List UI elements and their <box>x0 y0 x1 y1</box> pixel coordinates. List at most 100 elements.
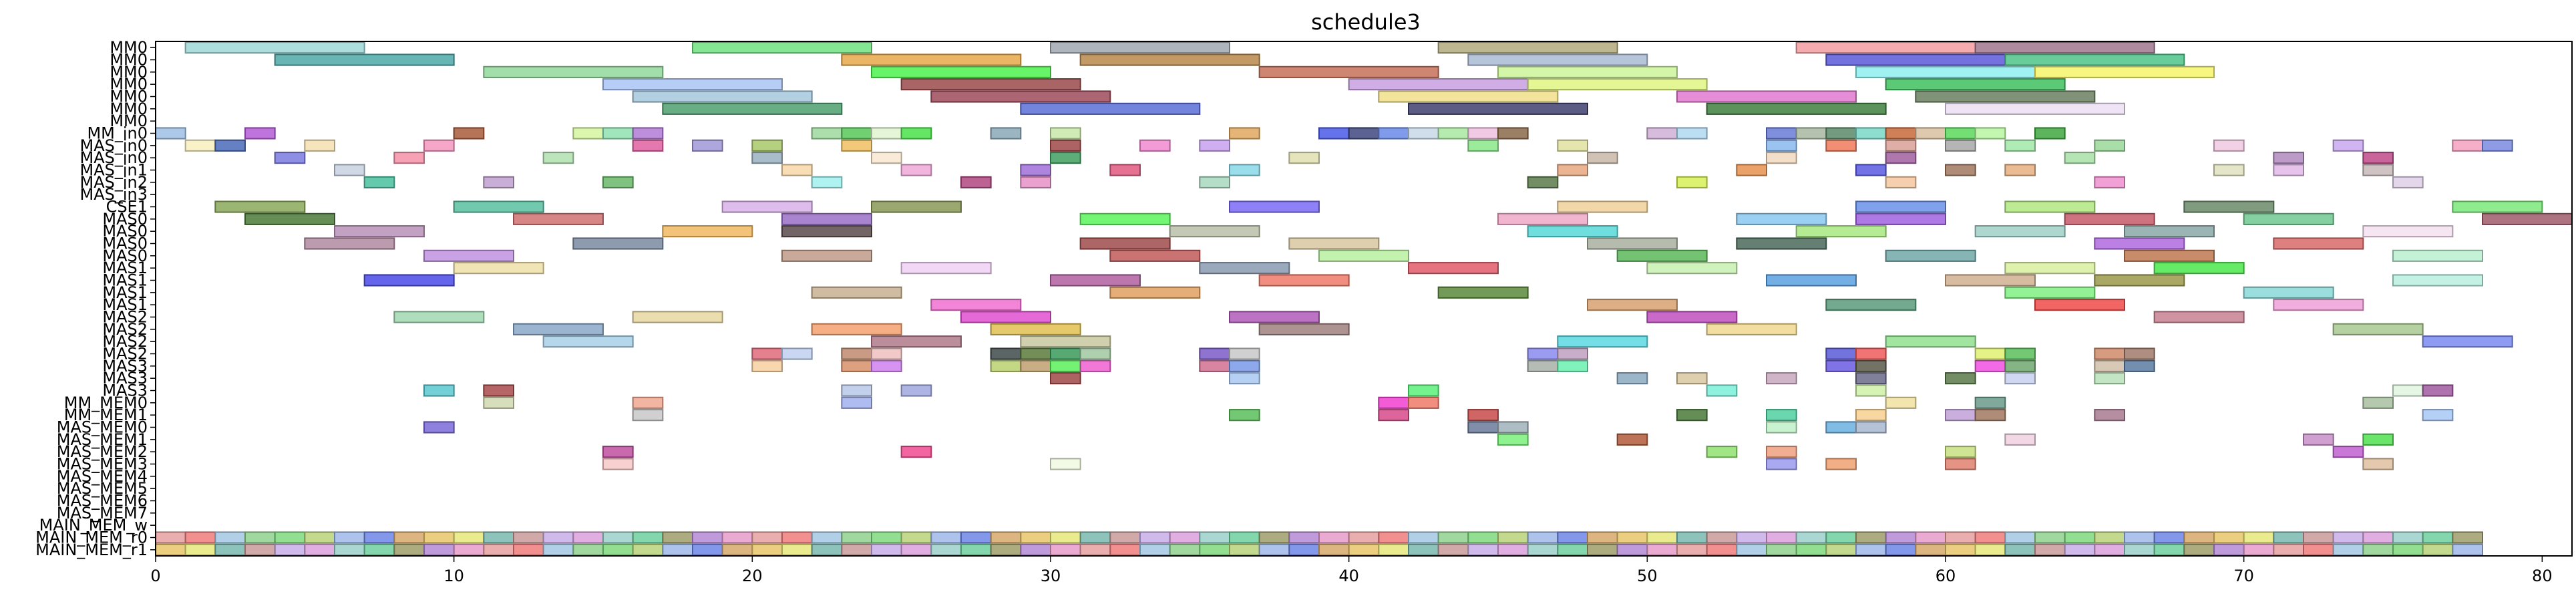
memory-transfer-bar <box>900 531 932 544</box>
task-bar <box>2094 359 2125 372</box>
task-bar <box>1497 212 1588 225</box>
task-bar <box>1885 78 2066 91</box>
task-bar <box>841 139 873 152</box>
task-bar <box>274 53 455 66</box>
memory-transfer-bar <box>662 543 693 556</box>
task-bar <box>542 335 634 348</box>
memory-transfer-bar <box>1318 531 1350 544</box>
task-bar <box>2004 53 2185 66</box>
task-bar <box>1766 421 1797 434</box>
memory-transfer-bar <box>1616 531 1648 544</box>
memory-transfer-bar <box>751 543 783 556</box>
task-bar <box>2004 286 2096 299</box>
task-bar <box>2422 409 2454 422</box>
memory-transfer-bar <box>2034 531 2066 544</box>
memory-transfer-bar <box>2183 531 2215 544</box>
task-bar <box>2422 384 2454 397</box>
task-bar <box>2243 286 2334 299</box>
x-tick-label: 10 <box>443 567 464 585</box>
task-bar <box>542 152 574 164</box>
task-bar <box>811 323 902 335</box>
memory-transfer-bar <box>423 543 455 556</box>
task-bar <box>1855 164 1887 176</box>
memory-transfer-bar <box>602 531 634 544</box>
task-bar <box>2273 152 2304 164</box>
task-bar <box>453 200 544 213</box>
task-bar <box>1766 458 1797 470</box>
task-bar <box>1378 396 1409 409</box>
task-bar <box>393 311 485 323</box>
y-tick-label: MM0 <box>110 100 148 118</box>
task-bar <box>1945 139 1976 152</box>
x-tick-label: 20 <box>742 567 763 585</box>
task-bar <box>1437 41 1618 54</box>
memory-transfer-bar <box>483 543 514 556</box>
memory-transfer-bar <box>1169 531 1201 544</box>
task-bar <box>2482 139 2513 152</box>
memory-transfer-bar <box>453 543 485 556</box>
task-bar <box>871 335 962 348</box>
task-bar <box>2273 237 2364 250</box>
task-bar <box>1169 225 1260 238</box>
task-bar <box>1497 127 1529 140</box>
y-tick-label: MAS3 <box>102 357 148 375</box>
task-bar <box>1885 139 1917 152</box>
task-bar <box>1378 127 1409 140</box>
task-bar <box>483 384 514 397</box>
task-bar <box>1378 409 1409 422</box>
memory-transfer-bar <box>960 531 992 544</box>
memory-transfer-bar <box>2392 543 2424 556</box>
memory-transfer-bar <box>960 543 992 556</box>
task-bar <box>1915 90 2096 103</box>
task-bar <box>1825 359 1857 372</box>
y-tick-label: MAS_in0 <box>79 136 148 155</box>
memory-transfer-bar <box>572 531 604 544</box>
memory-transfer-bar <box>2124 531 2155 544</box>
task-bar <box>1408 102 1588 115</box>
task-bar <box>1527 78 1708 91</box>
task-bar <box>1974 396 2006 409</box>
task-bar <box>1467 127 1499 140</box>
memory-transfer-bar <box>1795 543 1827 556</box>
plot-frame <box>155 41 2573 557</box>
memory-transfer-bar <box>1437 543 1469 556</box>
task-bar <box>1139 139 1171 152</box>
task-bar <box>363 274 455 287</box>
task-bar <box>214 200 306 213</box>
task-bar <box>1199 347 1231 360</box>
task-bar <box>483 65 664 78</box>
task-bar <box>721 200 813 213</box>
task-bar <box>2243 212 2334 225</box>
memory-transfer-bar <box>1706 531 1738 544</box>
memory-transfer-bar <box>2273 543 2304 556</box>
memory-transfer-bar <box>1915 543 1946 556</box>
memory-transfer-bar <box>1020 531 1052 544</box>
task-bar <box>1467 53 1648 66</box>
task-bar <box>1766 409 1797 422</box>
task-bar <box>1945 164 1976 176</box>
task-bar <box>1855 200 1946 213</box>
task-bar <box>602 446 634 458</box>
memory-transfer-bar <box>1258 543 1290 556</box>
memory-transfer-bar <box>1676 543 1708 556</box>
task-bar <box>1079 237 1171 250</box>
task-bar <box>1557 359 1588 372</box>
memory-transfer-bar <box>1587 543 1618 556</box>
memory-transfer-bar <box>1497 531 1529 544</box>
y-tick-label: MM0 <box>110 112 148 130</box>
memory-transfer-bar <box>2124 543 2155 556</box>
task-bar <box>2004 433 2036 446</box>
y-tick-label: MAS3 <box>102 369 148 388</box>
task-bar <box>960 176 992 188</box>
task-bar <box>1825 127 1857 140</box>
memory-transfer-bar <box>692 543 723 556</box>
task-bar <box>214 139 246 152</box>
memory-transfer-bar <box>2034 543 2066 556</box>
task-bar <box>1587 299 1678 311</box>
task-bar <box>423 249 514 262</box>
task-bar <box>1020 176 1052 188</box>
task-bar <box>602 176 634 188</box>
task-bar <box>572 237 664 250</box>
memory-transfer-bar <box>244 531 276 544</box>
memory-transfer-bar <box>2064 543 2096 556</box>
